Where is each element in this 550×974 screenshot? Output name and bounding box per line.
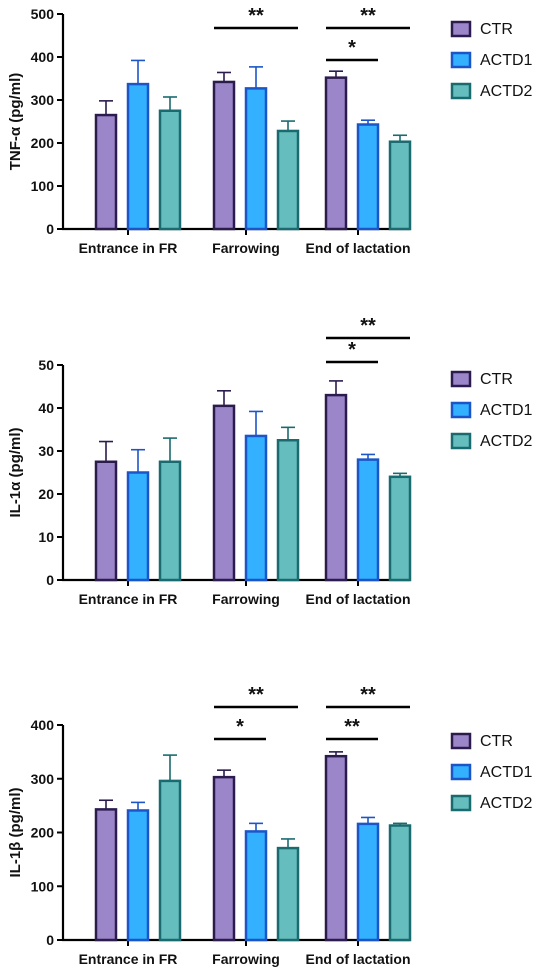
bar-ctr xyxy=(212,80,236,231)
chart-panel-1: 0 100 200 300 400 500 TNF-α (pg/ml) Entrance in… xyxy=(7,5,533,256)
y-tick-label: 20 xyxy=(38,486,54,502)
y-tick-label: 100 xyxy=(31,178,55,194)
bar-actd2 xyxy=(158,109,182,231)
x-tick-label: Entrance in FR xyxy=(79,951,178,967)
legend-swatch-ctr xyxy=(450,732,472,750)
bar-actd2 xyxy=(388,824,412,942)
y-tick-label: 40 xyxy=(38,400,54,416)
x-tick-label: End of lactation xyxy=(306,591,411,607)
bar-actd1 xyxy=(244,434,268,582)
x-tick-label: Farrowing xyxy=(212,591,280,607)
bar-actd2 xyxy=(388,140,412,231)
x-tick-label: Farrowing xyxy=(212,240,280,256)
bar-actd2 xyxy=(276,439,300,582)
y-tick-label: 500 xyxy=(31,6,55,22)
bar-ctr xyxy=(94,808,118,942)
bar-actd2 xyxy=(388,475,412,582)
y-tick-label: 0 xyxy=(46,932,54,948)
y-axis-title: IL-1α (pg/ml) xyxy=(7,427,24,517)
legend-label-ctr: CTR xyxy=(480,371,513,388)
legend-label-ctr: CTR xyxy=(480,733,513,750)
bar-actd1 xyxy=(244,830,268,942)
legend-swatch-actd2 xyxy=(450,794,472,812)
legend-label-actd1: ACTD1 xyxy=(480,402,533,419)
bar-actd2 xyxy=(158,779,182,942)
x-tick-label: Entrance in FR xyxy=(79,240,178,256)
legend-swatch-ctr xyxy=(450,20,472,38)
bar-actd1 xyxy=(126,809,150,942)
legend-label-ctr: CTR xyxy=(480,21,513,38)
legend-label-actd1: ACTD1 xyxy=(480,52,533,69)
bar-actd1 xyxy=(356,123,380,231)
legend-label-actd2: ACTD2 xyxy=(480,83,533,100)
legend-label-actd1: ACTD1 xyxy=(480,764,533,781)
y-axis-title: TNF-α (pg/ml) xyxy=(7,73,24,171)
significance-label: * xyxy=(348,339,356,361)
bar-ctr xyxy=(324,754,348,942)
bar-actd1 xyxy=(126,82,150,231)
bar-actd1 xyxy=(356,458,380,582)
bar-ctr xyxy=(324,76,348,231)
y-tick-label: 50 xyxy=(38,357,54,373)
y-tick-label: 200 xyxy=(31,825,55,841)
bar-actd2 xyxy=(276,846,300,942)
legend-label-actd2: ACTD2 xyxy=(480,433,533,450)
bar-ctr xyxy=(94,460,118,582)
legend-swatch-actd2 xyxy=(450,432,472,450)
legend-swatch-actd1 xyxy=(450,51,472,69)
significance-label: ** xyxy=(248,5,264,27)
legend-swatch-ctr xyxy=(450,370,472,388)
bar-actd1 xyxy=(356,822,380,942)
legend-swatch-actd1 xyxy=(450,763,472,781)
y-tick-label: 0 xyxy=(46,572,54,588)
significance-label: ** xyxy=(248,684,264,706)
significance-label: ** xyxy=(344,716,360,738)
bar-actd1 xyxy=(126,471,150,582)
significance-label: * xyxy=(348,37,356,59)
bar-ctr xyxy=(324,393,348,582)
legend-label-actd2: ACTD2 xyxy=(480,795,533,812)
x-tick-label: Entrance in FR xyxy=(79,591,178,607)
y-tick-label: 400 xyxy=(31,49,55,65)
legend-swatch-actd1 xyxy=(450,401,472,419)
significance-label: * xyxy=(236,716,244,738)
chart-panel-3: 0 100 200 300 400 IL-1β (pg/ml) Entrance in FR… xyxy=(7,684,533,967)
y-tick-label: 30 xyxy=(38,443,54,459)
legend-swatch-actd2 xyxy=(450,82,472,100)
significance-label: ** xyxy=(360,315,376,337)
y-tick-label: 0 xyxy=(46,221,54,237)
y-tick-label: 200 xyxy=(31,135,55,151)
bar-ctr xyxy=(212,775,236,942)
significance-label: ** xyxy=(360,5,376,27)
x-tick-label: End of lactation xyxy=(306,240,411,256)
chart-panel-2: 0 10 20 30 40 50 IL-1α (pg/ml) Entrance in FR Fa… xyxy=(7,315,533,607)
y-tick-label: 10 xyxy=(38,529,54,545)
bar-actd2 xyxy=(276,129,300,231)
bar-actd2 xyxy=(158,460,182,582)
x-tick-label: End of lactation xyxy=(306,951,411,967)
y-tick-label: 100 xyxy=(31,878,55,894)
significance-label: ** xyxy=(360,684,376,706)
bar-ctr xyxy=(94,113,118,231)
bar-ctr xyxy=(212,404,236,582)
y-tick-label: 300 xyxy=(31,771,55,787)
y-tick-label: 400 xyxy=(31,717,55,733)
x-tick-label: Farrowing xyxy=(212,951,280,967)
bar-actd1 xyxy=(244,87,268,231)
y-tick-label: 300 xyxy=(31,92,55,108)
y-axis-title: IL-1β (pg/ml) xyxy=(7,788,24,878)
